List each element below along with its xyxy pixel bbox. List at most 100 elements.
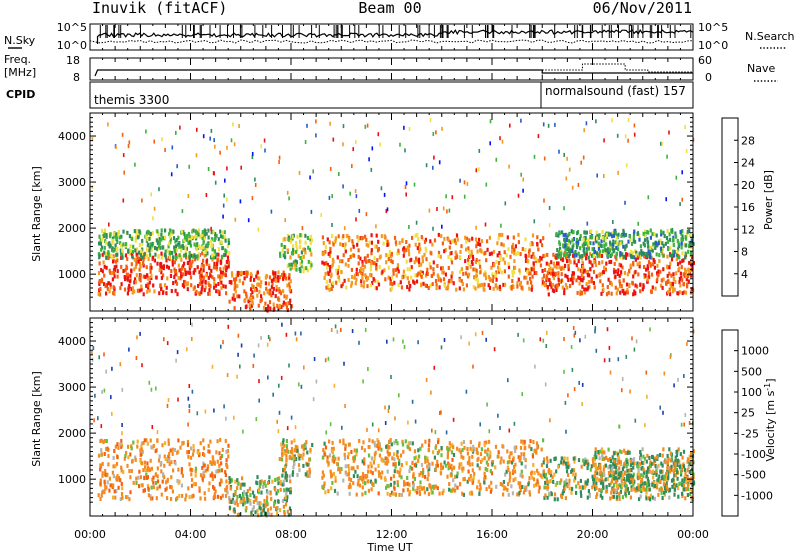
echo-cell <box>374 467 377 472</box>
echo-cell <box>611 252 614 257</box>
echo-cell <box>370 487 373 492</box>
echo-cell <box>667 247 670 251</box>
echo-cell <box>178 241 181 245</box>
echo-cell <box>345 472 348 477</box>
echo-cell <box>329 274 333 279</box>
echo-cell <box>398 470 401 475</box>
echo-cell <box>174 279 177 284</box>
echo-cell <box>344 446 347 451</box>
echo-cell <box>233 142 236 147</box>
echo-cell <box>510 285 513 289</box>
echo-cell <box>199 267 203 272</box>
echo-cell <box>675 468 678 473</box>
echo-cell <box>279 508 282 513</box>
echo-cell <box>380 186 383 191</box>
echo-cell <box>198 486 201 491</box>
echo-cell <box>483 471 486 476</box>
echo-cell <box>224 438 227 443</box>
echo-cell <box>557 464 560 469</box>
echo-cell <box>440 466 443 471</box>
echo-cell <box>671 281 674 286</box>
echo-cell <box>674 465 677 470</box>
echo-cell <box>459 178 461 183</box>
echo-cell <box>112 455 115 460</box>
echo-cell <box>568 478 571 483</box>
echo-cell <box>665 197 667 202</box>
echo-cell <box>605 242 608 247</box>
echo-cell <box>661 285 664 290</box>
echo-cell <box>486 247 489 252</box>
echo-cell <box>390 251 393 256</box>
echo-cell <box>284 475 287 480</box>
echo-cell <box>128 279 131 284</box>
echo-cell <box>436 264 439 268</box>
echo-cell <box>306 268 309 273</box>
echo-cell <box>617 357 620 362</box>
echo-cell <box>128 234 131 239</box>
echo-cell <box>458 462 461 467</box>
echo-cell <box>468 462 471 467</box>
echo-cell <box>162 264 166 269</box>
echo-cell <box>478 237 481 242</box>
echo-cell <box>335 280 338 285</box>
echo-cell <box>478 148 481 153</box>
echo-cell <box>393 235 397 240</box>
echo-cell <box>647 479 650 484</box>
echo-cell <box>660 248 663 253</box>
echo-cell <box>301 444 305 449</box>
echo-cell <box>519 488 522 493</box>
echo-cell <box>291 453 294 458</box>
echo-cell <box>337 467 340 472</box>
echo-cell <box>529 271 532 276</box>
echo-cell <box>475 450 478 454</box>
echo-cell <box>479 242 482 247</box>
echo-cell <box>113 449 116 453</box>
echo-cell <box>514 476 517 481</box>
echo-region <box>279 233 313 274</box>
echo-cell <box>351 242 354 247</box>
echo-cell <box>569 240 572 245</box>
echo-cell <box>469 254 472 259</box>
echo-cell <box>517 232 520 237</box>
echo-cell <box>500 242 503 247</box>
echo-cell <box>592 241 595 246</box>
echo-cell <box>642 461 645 465</box>
echo-cell <box>675 175 678 180</box>
echo-cell <box>292 260 295 265</box>
echo-cell <box>555 469 558 474</box>
echo-cell <box>300 331 302 336</box>
echo-cell <box>581 265 584 269</box>
echo-cell <box>501 139 504 144</box>
echo-cell <box>349 484 352 489</box>
echo-cell <box>411 461 414 466</box>
nsky-trace <box>89 25 694 47</box>
echo-cell <box>236 494 239 499</box>
echo-cell <box>152 443 155 448</box>
echo-cell <box>495 259 498 264</box>
echo-cell <box>597 247 601 251</box>
echo-cell <box>420 274 423 279</box>
echo-cell <box>100 279 104 284</box>
echo-cell <box>186 261 189 265</box>
echo-cell <box>99 481 102 486</box>
echo-cell <box>428 208 431 213</box>
echo-cell <box>542 469 545 474</box>
echo-cell <box>396 450 399 455</box>
echo-cell <box>105 240 108 245</box>
echo-cell <box>688 229 691 234</box>
echo-cell <box>375 244 378 249</box>
echo-cell <box>264 281 267 286</box>
echo-cell <box>168 250 171 255</box>
echo-cell <box>528 492 532 497</box>
echo-cell <box>654 464 657 468</box>
echo-cell <box>247 218 250 223</box>
echo-cell <box>349 255 352 259</box>
echo-cell <box>288 273 291 278</box>
echo-cell <box>174 288 177 293</box>
echo-cell <box>619 473 622 478</box>
echo-cell <box>139 452 142 457</box>
echo-cell <box>280 375 283 380</box>
echo-cell <box>151 255 154 260</box>
echo-cell <box>239 199 242 204</box>
echo-cell <box>260 297 263 302</box>
